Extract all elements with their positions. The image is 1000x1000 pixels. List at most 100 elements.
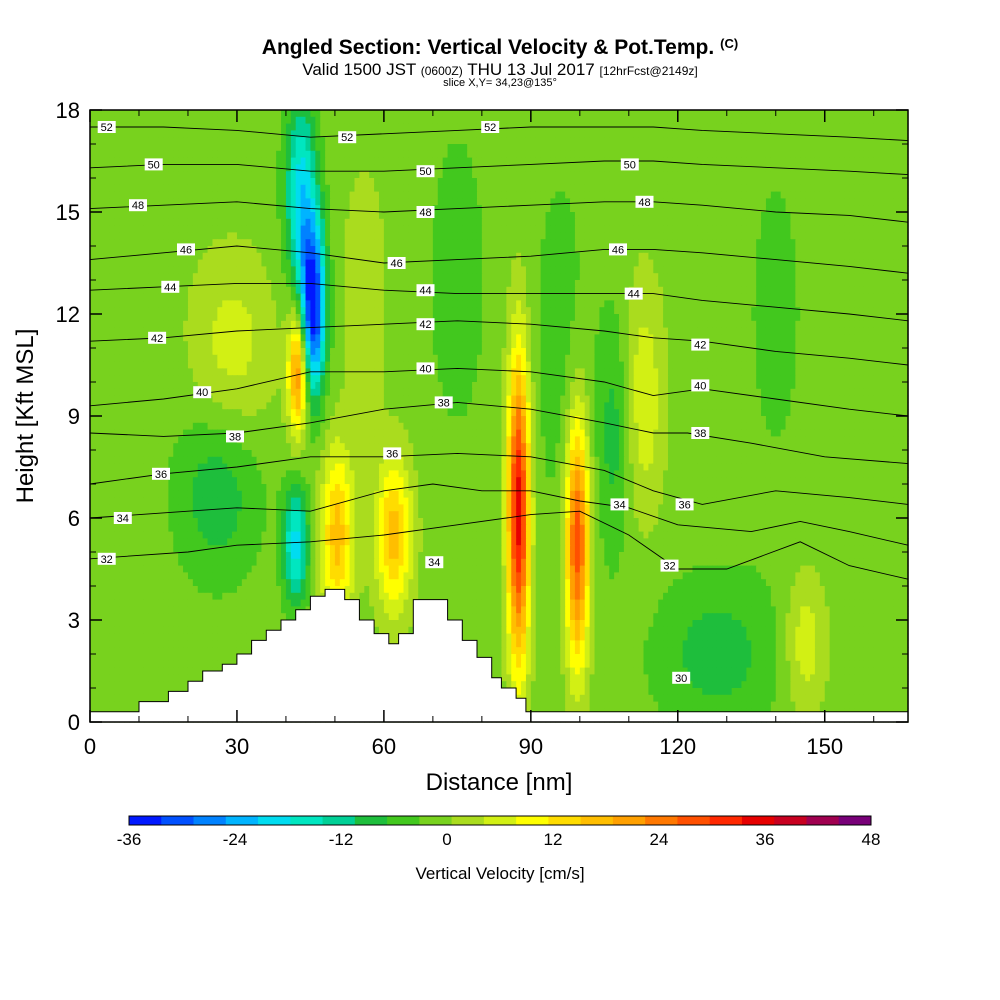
- contour-label-40: 40: [691, 379, 710, 392]
- colorbar-tick-label: 36: [756, 830, 775, 849]
- colorbar-tick-labels: -36 -24 -12 0 12 24 36 48: [117, 830, 881, 849]
- colorbar-swatch: [516, 816, 549, 825]
- colorbar-swatch: [419, 816, 453, 825]
- colorbar-swatch: [709, 816, 743, 825]
- colorbar-tick-label: -36: [117, 830, 142, 849]
- valid-zulu: (0600Z): [420, 64, 463, 78]
- colorbar-swatch: [225, 816, 259, 825]
- colorbar-swatch: [548, 816, 582, 825]
- contour-label-36: 36: [675, 498, 694, 511]
- colorbar-swatch: [612, 816, 646, 825]
- colorbar-swatch: [387, 816, 420, 825]
- contour-label-42: 42: [691, 338, 710, 352]
- contour-label-38: 38: [434, 396, 453, 409]
- isentropes: [89, 126, 909, 580]
- contour-label-50: 50: [416, 165, 435, 178]
- colorbar-swatch: [483, 816, 517, 825]
- contour-label-36: 36: [152, 467, 170, 481]
- isentrope-34: [89, 483, 909, 546]
- colorbar-tick-label: 12: [544, 830, 563, 849]
- contour-label-38: 38: [226, 430, 244, 443]
- isentrope-48: [89, 201, 909, 223]
- contour-label-40: 40: [416, 362, 435, 375]
- y-tick-label: 0: [68, 710, 80, 735]
- colorbar-swatch: [193, 816, 227, 825]
- contour-label-52: 52: [338, 131, 357, 144]
- isentrope-50: [89, 160, 909, 176]
- contour-label-46: 46: [609, 243, 627, 256]
- isentrope-40: [89, 367, 909, 417]
- colorbar-swatch: [129, 816, 162, 825]
- title-main: Angled Section: Vertical Velocity & Pot.…: [261, 36, 715, 59]
- slice-info: slice X,Y= 34,23@135°: [443, 77, 557, 89]
- colorbar-swatch: [838, 816, 872, 825]
- contour-label-44: 44: [416, 284, 435, 297]
- y-tick-label: 6: [68, 506, 80, 531]
- colorbar-swatch: [741, 816, 775, 825]
- contour-label-42: 42: [416, 318, 435, 331]
- colorbar-tick-label: 24: [650, 830, 669, 849]
- contour-label-42: 42: [148, 331, 167, 345]
- colorbar-swatch: [677, 816, 711, 825]
- x-tick-label: 150: [806, 734, 843, 759]
- contour-label-38: 38: [691, 427, 710, 440]
- y-tick-label: 3: [68, 608, 80, 633]
- colorbar-tick-label: -24: [223, 830, 248, 849]
- colorbar-swatch: [258, 816, 291, 825]
- valid-time: Valid 1500 JST: [302, 60, 416, 79]
- colorbar-swatch: [451, 816, 485, 825]
- y-tick-label: 9: [68, 404, 80, 429]
- title-unit: (C): [720, 36, 739, 51]
- contour-label-52: 52: [481, 121, 500, 134]
- contour-label-48: 48: [635, 195, 654, 209]
- colorbar-swatch: [806, 816, 840, 825]
- isentrope-32: [89, 510, 909, 580]
- valid-date: THU 13 Jul 2017: [467, 60, 595, 79]
- contour-label-46: 46: [387, 257, 406, 270]
- contour-label-30: 30: [672, 671, 691, 685]
- contour-labels: 52 52 52 50 50 50 48 48 48 46 46 46 44 44 44 42 42 42 40 40…: [97, 121, 710, 685]
- forecast-info: [12hrFcst@2149z]: [599, 64, 698, 78]
- x-tick-label: 60: [372, 734, 396, 759]
- isentrope-52: [90, 126, 909, 142]
- colorbar-swatch: [354, 816, 388, 825]
- contour-label-50: 50: [144, 158, 163, 171]
- contour-label-44: 44: [624, 287, 643, 301]
- y-tick-label: 15: [56, 200, 80, 225]
- contour-label-32: 32: [97, 552, 116, 566]
- x-axis-label: Distance [nm]: [426, 769, 573, 796]
- contour-label-46: 46: [177, 243, 195, 256]
- contour-label-44: 44: [161, 280, 180, 294]
- isentrope-42: [89, 320, 909, 366]
- colorbar-tick-label: -12: [329, 830, 354, 849]
- colorbar-tick-label: 48: [862, 830, 881, 849]
- colorbar-tick-label: 0: [442, 830, 451, 849]
- contour-label-52: 52: [97, 121, 116, 134]
- contour-label-34: 34: [610, 498, 629, 511]
- velocity-field: [90, 110, 909, 723]
- chart-title: Angled Section: Vertical Velocity & Pot.…: [0, 36, 1000, 60]
- colorbar-swatch: [774, 816, 807, 825]
- colorbar-label: Vertical Velocity [cm/s]: [415, 864, 585, 883]
- x-tick-label: 30: [225, 734, 249, 759]
- colorbar-swatch: [322, 816, 356, 825]
- isentrope-36: [89, 452, 909, 505]
- y-axis-label: Height [Kft MSL]: [12, 329, 39, 504]
- x-tick-label: 0: [84, 734, 96, 759]
- colorbar-swatch: [645, 816, 678, 825]
- contour-label-36: 36: [383, 447, 402, 460]
- x-axis-ticks: 0 30 60 90 120 150: [84, 110, 875, 759]
- contour-label-48: 48: [416, 206, 435, 219]
- y-tick-label: 18: [56, 98, 80, 123]
- x-tick-label: 120: [659, 734, 696, 759]
- x-tick-label: 90: [519, 734, 543, 759]
- colorbar-swatch: [161, 816, 194, 825]
- contour-label-32: 32: [660, 559, 679, 573]
- chart-subtitle: Valid 1500 JST (0600Z) THU 13 Jul 2017 […: [0, 60, 1000, 80]
- colorbar-swatch: [580, 816, 614, 825]
- contour-label-34: 34: [425, 556, 444, 569]
- colorbar: [128, 815, 872, 826]
- terrain: [89, 588, 909, 723]
